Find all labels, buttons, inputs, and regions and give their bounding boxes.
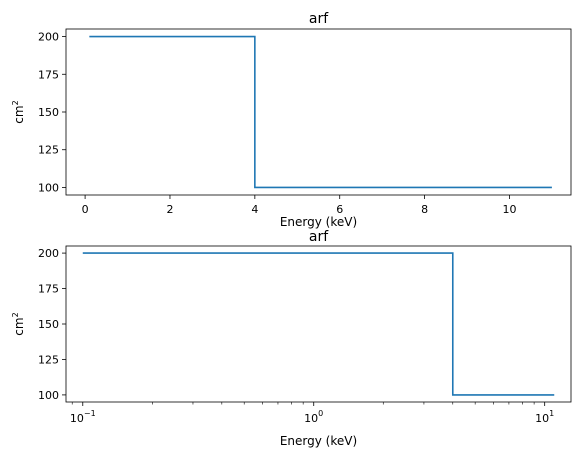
y-tick-label: 200 — [38, 247, 59, 260]
y-tick-label: 150 — [38, 318, 59, 331]
y-axis-label: cm2 — [11, 100, 26, 123]
y-tick-label: 125 — [38, 144, 59, 157]
x-tick-label-exponent: 0 — [318, 409, 323, 418]
plot-area-frame — [65, 28, 572, 196]
x-axis: 10−1 100 101 — [70, 402, 554, 425]
x-tick-label-exponent: −1 — [84, 409, 96, 418]
chart-linear-energy: arf 0 2 4 6 8 10 100 125 150 175 200 Energy (keV)… — [11, 11, 572, 229]
y-tick-label: 175 — [38, 68, 59, 81]
x-tick-label: 101 — [535, 409, 554, 425]
series-group — [89, 35, 552, 189]
x-tick-label: 10−1 — [70, 409, 96, 425]
y-tick-label: 175 — [38, 283, 59, 296]
y-tick-label: 125 — [38, 353, 59, 366]
chart-title: arf — [309, 11, 329, 27]
y-axis-label-exponent: 2 — [11, 100, 20, 105]
y-tick-label: 100 — [38, 181, 59, 194]
y-axis-label: cm2 — [11, 312, 26, 335]
x-tick-label-exponent: 1 — [549, 409, 554, 418]
series-group — [82, 252, 555, 396]
plot-area-frame — [65, 245, 572, 403]
x-axis-label: Energy (keV) — [280, 215, 357, 229]
x-tick-label: 100 — [304, 409, 323, 425]
x-axis-label: Energy (keV) — [280, 434, 357, 448]
x-tick-label: 10 — [502, 203, 516, 216]
y-tick-label: 200 — [38, 31, 59, 44]
x-tick-label-base: 10 — [70, 412, 84, 425]
y-axis: 100 125 150 175 200 — [38, 247, 66, 402]
chart-title: arf — [309, 229, 329, 245]
series-line — [82, 252, 555, 396]
y-axis-label-unit: cm — [12, 317, 26, 335]
series-line — [89, 35, 552, 189]
x-tick-label: 0 — [82, 203, 89, 216]
y-axis: 100 125 150 175 200 — [38, 31, 66, 194]
x-tick-label: 4 — [251, 203, 258, 216]
x-tick-label: 8 — [421, 203, 428, 216]
y-tick-label: 100 — [38, 389, 59, 402]
x-tick-label-base: 10 — [535, 412, 549, 425]
x-axis: 0 2 4 6 8 10 — [82, 195, 516, 216]
y-tick-label: 150 — [38, 106, 59, 119]
y-axis-label-unit: cm — [12, 105, 26, 123]
y-axis-label-exponent: 2 — [11, 312, 20, 317]
x-tick-label-base: 10 — [304, 412, 318, 425]
x-tick-label: 2 — [166, 203, 173, 216]
x-tick-label: 6 — [336, 203, 343, 216]
